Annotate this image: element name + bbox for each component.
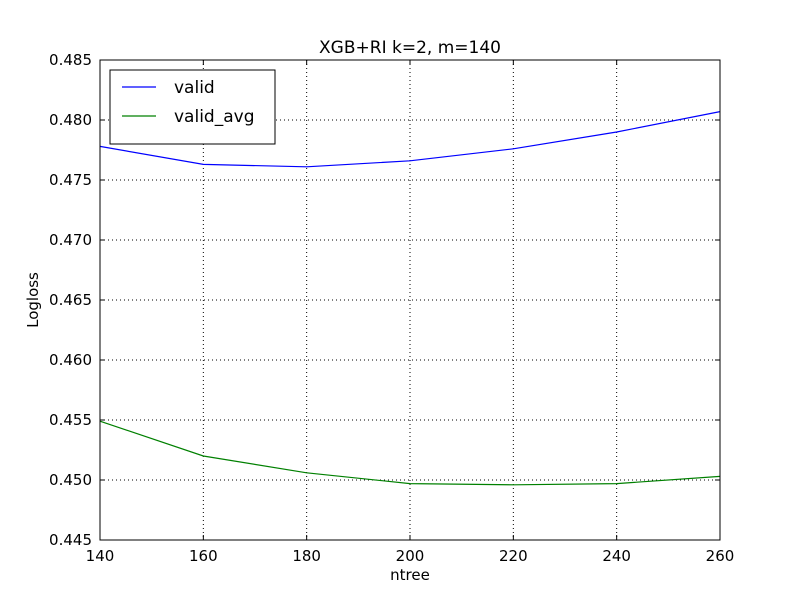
x-tick-label: 180 xyxy=(292,547,321,565)
legend-box xyxy=(109,69,276,145)
chart-title: XGB+RI k=2, m=140 xyxy=(319,38,501,58)
y-tick-label: 0.460 xyxy=(49,351,92,369)
x-tick-label: 160 xyxy=(189,547,218,565)
legend: valid valid_avg xyxy=(109,69,276,145)
x-tick-label: 200 xyxy=(396,547,425,565)
y-tick-label: 0.450 xyxy=(49,471,92,489)
x-tick-label: 240 xyxy=(602,547,631,565)
legend-label: valid_avg xyxy=(174,107,254,127)
x-tick-label: 140 xyxy=(86,547,115,565)
y-tick-label: 0.470 xyxy=(49,231,92,249)
series-lines xyxy=(99,111,721,486)
x-tick-label: 260 xyxy=(706,547,735,565)
series-line-valid xyxy=(99,111,721,168)
x-tick-label: 220 xyxy=(499,547,528,565)
y-tick-label: 0.465 xyxy=(49,291,92,309)
legend-label: valid xyxy=(174,78,215,98)
x-axis-label: ntree xyxy=(390,566,430,584)
y-tick-label: 0.480 xyxy=(49,111,92,129)
series-line-valid-avg xyxy=(99,420,721,486)
y-tick-label: 0.475 xyxy=(49,171,92,189)
axis-ticks: 140 160 180 200 220 240 260 0.445 0.450 0.455 0.46… xyxy=(49,51,734,565)
y-axis-label: Logloss xyxy=(24,272,42,328)
y-tick-label: 0.445 xyxy=(49,531,92,549)
y-tick-label: 0.455 xyxy=(49,411,92,429)
grid xyxy=(100,60,720,540)
y-tick-label: 0.485 xyxy=(49,51,92,69)
